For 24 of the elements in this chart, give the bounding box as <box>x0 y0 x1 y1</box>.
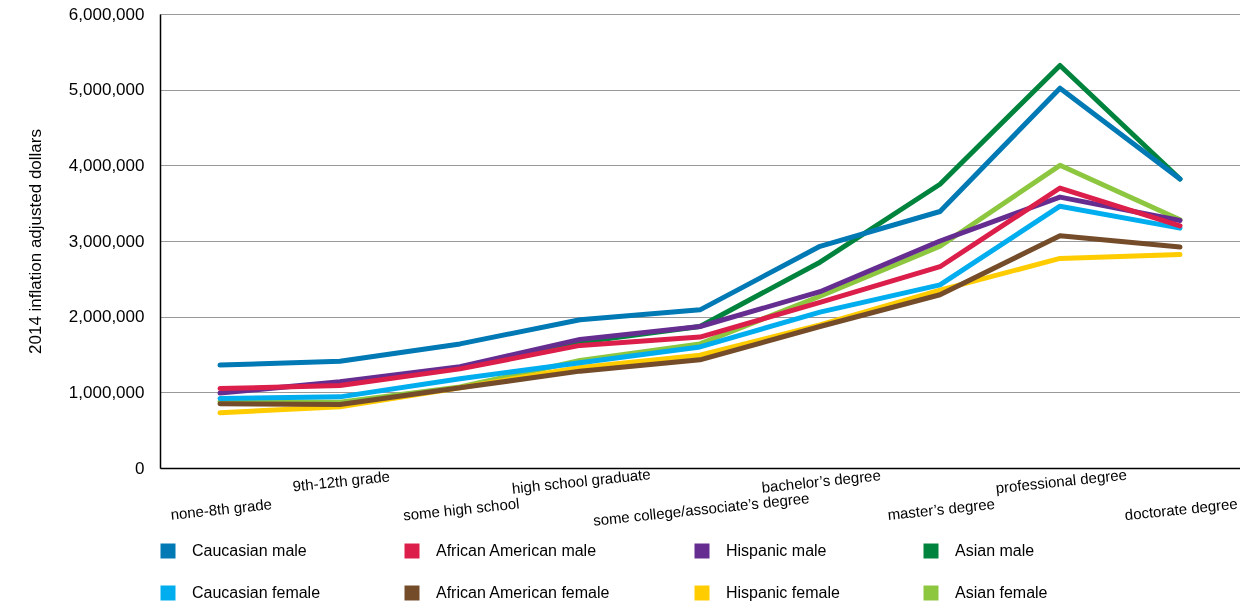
y-tick-label: 0 <box>135 458 145 478</box>
x-tick-label: professional degree <box>994 465 1128 497</box>
y-tick-label: 1,000,000 <box>68 382 145 402</box>
x-tick-label: none-8th grade <box>169 495 273 523</box>
legend-label: Hispanic male <box>726 542 827 559</box>
x-tick-label: bachelor’s degree <box>760 466 882 496</box>
y-tick-label: 3,000,000 <box>68 231 145 251</box>
x-tick-label: master’s degree <box>886 494 996 524</box>
x-tick-label: high school graduate <box>511 465 652 497</box>
legend-label: African American male <box>436 542 597 559</box>
x-tick-label: 9th-12th grade <box>291 467 391 495</box>
y-tick-label: 6,000,000 <box>68 4 145 24</box>
x-tick-label: some high school <box>402 494 521 524</box>
y-tick-label: 2,000,000 <box>68 307 145 327</box>
legend-label: Caucasian female <box>192 584 321 601</box>
legend-label: African American female <box>436 584 610 601</box>
y-axis-title: 2014 inflation adjusted dollars <box>25 129 45 354</box>
x-tick-label: doctorate degree <box>1123 494 1239 524</box>
legend-label: Asian female <box>955 584 1048 601</box>
legend-label: Hispanic female <box>726 584 840 601</box>
legend-label: Caucasian male <box>192 542 307 559</box>
legend-label: Asian male <box>955 542 1035 559</box>
y-tick-label: 5,000,000 <box>68 80 145 100</box>
y-tick-label: 4,000,000 <box>68 155 145 175</box>
